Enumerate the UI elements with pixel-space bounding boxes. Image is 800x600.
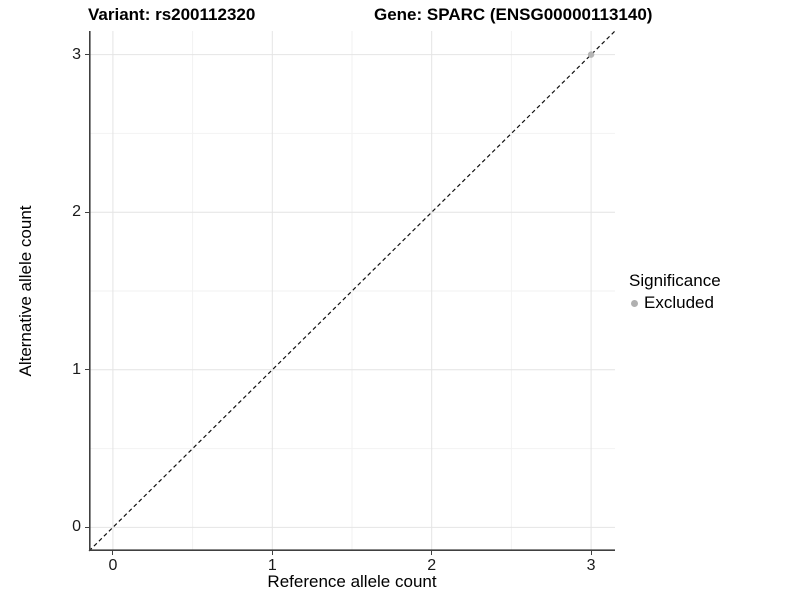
identity-line [88, 30, 616, 552]
legend-items: Excluded [629, 293, 721, 313]
gridlines-minor [89, 31, 615, 551]
y-tick-label: 3 [72, 45, 81, 63]
legend-key-point-icon [624, 293, 644, 313]
x-tick-label: 2 [427, 557, 437, 574]
x-axis-title: Reference allele count [267, 572, 437, 591]
gridlines-major [89, 31, 615, 551]
legend-title: Significance [629, 271, 721, 290]
legend-item-label: Excluded [644, 293, 714, 312]
x-tick-mark [112, 551, 114, 555]
plot-title-gene: Gene: SPARC (ENSG00000113140) [374, 5, 653, 24]
axis-lines [89, 31, 615, 552]
legend-item: Excluded [629, 293, 721, 313]
x-tick-mark [431, 551, 433, 555]
plot-title-variant: Variant: rs200112320 [88, 5, 256, 24]
x-tick-label: 1 [267, 557, 277, 574]
y-tick-mark [85, 526, 89, 528]
legend-dot-icon [630, 299, 638, 307]
x-tick-label: 3 [586, 557, 596, 574]
y-tick-label: 0 [72, 518, 81, 536]
y-tick-mark [85, 54, 89, 56]
x-tick-mark [590, 551, 592, 555]
y-tick-label: 1 [72, 360, 81, 378]
x-tick-label: 0 [108, 557, 118, 574]
data-point [587, 51, 595, 58]
legend: Significance Excluded [629, 271, 721, 313]
y-tick-mark [85, 369, 89, 371]
x-tick-mark [271, 551, 273, 555]
y-tick-label: 2 [72, 203, 81, 221]
plot-panel [88, 30, 616, 552]
y-tick-mark [85, 211, 89, 213]
y-axis-title: Alternative allele count [16, 205, 35, 377]
plot-area-svg [88, 30, 616, 552]
